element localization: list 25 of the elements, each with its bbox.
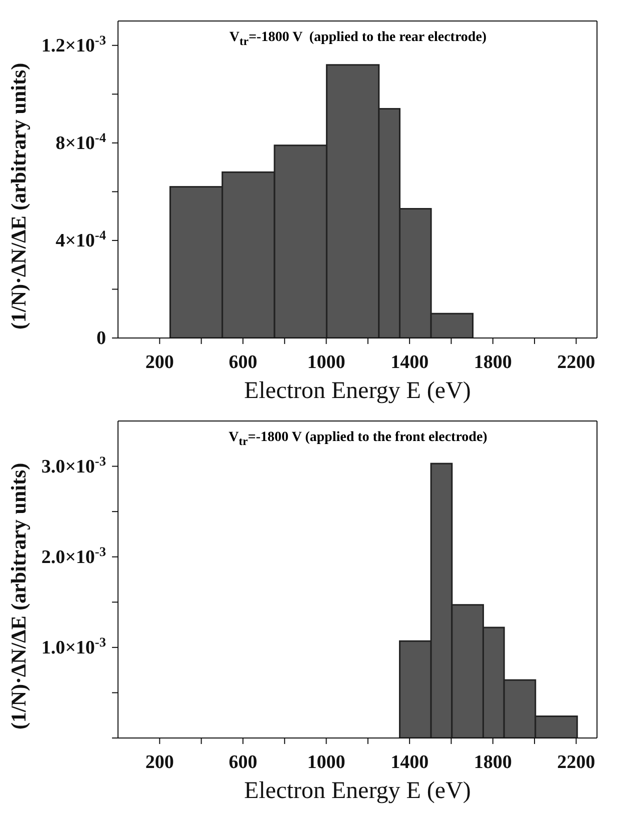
x-tick-label: 1400 bbox=[390, 352, 429, 373]
y-tick-label: 2.0×10$^{-3}$ bbox=[41, 543, 106, 568]
x-tick-label: 2200 bbox=[557, 352, 596, 373]
x-axis-title: Electron Energy E (eV) bbox=[244, 778, 471, 804]
x-tick-label: 1000 bbox=[307, 752, 346, 773]
x-tick-label: 1400 bbox=[390, 752, 429, 773]
x-tick-label: 1800 bbox=[474, 752, 512, 773]
y-tick-label: 3.0×10$^{-3}$ bbox=[41, 452, 106, 478]
y-axis-title: (1/N)·ΔN/ΔE (arbitrary units) bbox=[6, 462, 30, 730]
y-tick-label: 1.2×10$^{-3}$ bbox=[41, 32, 106, 56]
x-tick-label: 600 bbox=[228, 752, 258, 773]
text: V$_{tr}$=-1800 V (applied to the front electrode) bbox=[228, 430, 488, 448]
x-tick-label: 200 bbox=[145, 352, 174, 373]
x-tick-label: 600 bbox=[228, 352, 258, 373]
text: V$_{tr}$=-1800 V (applied to the rear electrode) bbox=[228, 30, 488, 48]
x-tick-label: 2200 bbox=[557, 752, 596, 773]
y-tick-label: 0 bbox=[96, 328, 106, 349]
y-axis-title: (1/N)·ΔN/ΔE (arbitrary units) bbox=[6, 62, 30, 330]
y-tick-label: 1.0×10$^{-3}$ bbox=[41, 634, 106, 658]
y-tick-label: 8×10$^{-4}$ bbox=[56, 129, 106, 154]
x-tick-label: 1000 bbox=[307, 352, 346, 373]
x-axis-title: Electron Energy E (eV) bbox=[244, 378, 471, 404]
y-tick-label: 4×10$^{-4}$ bbox=[56, 226, 106, 252]
x-tick-label: 1800 bbox=[474, 352, 512, 373]
x-tick-label: 200 bbox=[145, 752, 174, 773]
